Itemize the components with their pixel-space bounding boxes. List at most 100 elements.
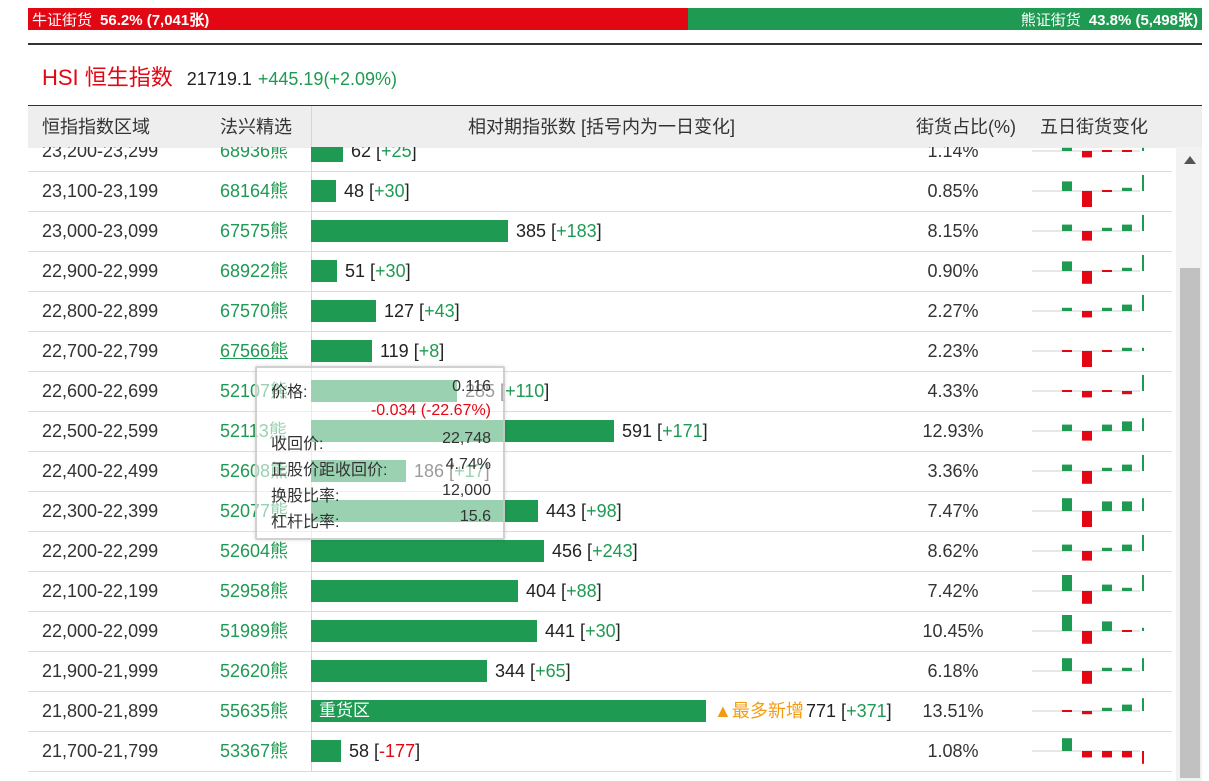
warrant-code-link[interactable]: 51989熊 (220, 621, 289, 641)
warrant-code-link[interactable]: 55635熊 (220, 701, 289, 721)
table-row[interactable]: 22,600-22,69952107熊285 [+110]4.33% (28, 371, 1172, 412)
count-value: 119 (380, 341, 409, 361)
mini-bar (1122, 267, 1132, 271)
table-row[interactable]: 22,300-22,39952077熊443 [+98]7.47% (28, 491, 1172, 532)
scroll-up-arrow-icon[interactable] (1184, 156, 1196, 164)
five-day-mini-chart (1032, 295, 1144, 318)
count-bar[interactable] (311, 540, 544, 562)
mini-bar (1142, 498, 1144, 511)
count-text: 48 [+30] (344, 181, 410, 201)
table-row[interactable]: 22,100-22,199 52958熊 404 [+88] 7.42% (28, 571, 1172, 612)
count-bar[interactable] (311, 620, 537, 642)
warrant-code-link[interactable]: 52958熊 (220, 581, 289, 601)
mini-bar (1062, 224, 1072, 231)
row-range: 21,800-21,899 (42, 701, 159, 721)
day-change-value: +243 (592, 541, 633, 561)
bear-segment: 熊证街货 43.8% (5,498张) (687, 8, 1202, 30)
table-row[interactable]: 21,700-21,799 53367熊 58 [-177] 1.08% (28, 731, 1172, 772)
mini-bar (1142, 751, 1144, 764)
count-value: 456 (552, 541, 583, 561)
warrant-code-link[interactable]: 52604熊 (220, 541, 289, 561)
outstanding-pct: 6.18% (927, 661, 979, 681)
five-day-mini-chart (1032, 418, 1144, 441)
table-row[interactable]: 22,700-22,799 67566熊 119 [+8] 2.23% (28, 331, 1172, 372)
warrant-code-link[interactable]: 68936熊 (220, 147, 289, 161)
count-value: 48 (344, 181, 365, 201)
table-row[interactable]: 23,100-23,199 68164熊 48 [+30] 0.85% (28, 171, 1172, 212)
count-text: 58 [-177] (349, 741, 421, 761)
count-bar[interactable] (311, 340, 372, 362)
table-row[interactable]: 21,900-21,999 52620熊 344 [+65] 6.18% (28, 651, 1172, 692)
count-value: 51 (345, 261, 366, 281)
count-value: 58 (349, 741, 370, 761)
count-bar[interactable] (311, 260, 337, 282)
divider (28, 43, 1202, 45)
warrant-code-link[interactable]: 52620熊 (220, 661, 289, 681)
mini-bar (1142, 575, 1144, 591)
tooltip-key: 正股价距收回价: (271, 462, 388, 479)
outstanding-pct: 12.93% (922, 421, 984, 441)
warrant-code-link[interactable]: 67570熊 (220, 301, 289, 321)
mini-bar (1082, 391, 1092, 398)
mini-bar (1082, 231, 1092, 241)
count-bar[interactable] (311, 580, 518, 602)
warrant-code-link[interactable]: 68164熊 (220, 181, 289, 201)
count-bar[interactable] (311, 220, 508, 242)
table-row[interactable]: 22,200-22,299 52604熊 456 [+243] 8.62% (28, 531, 1172, 572)
mini-bar (1142, 375, 1144, 391)
warrant-code-link[interactable]: 67566熊 (220, 341, 289, 361)
mini-bar (1102, 667, 1112, 671)
table-row[interactable]: 22,900-22,999 68922熊 51 [+30] 0.90% (28, 251, 1172, 292)
warrant-code-link[interactable]: 68922熊 (220, 261, 289, 281)
count-bar[interactable] (311, 180, 336, 202)
mini-bar (1142, 455, 1144, 471)
most-new-tag: ▲最多新增 (714, 701, 804, 721)
five-day-mini-chart (1032, 698, 1144, 715)
mini-bar (1062, 658, 1072, 671)
row-range: 21,700-21,799 (42, 741, 159, 761)
mini-bar (1062, 544, 1072, 551)
table-row[interactable]: 23,200-23,299 68936熊 62 [+25] 1.14% (28, 147, 1172, 172)
table-row[interactable]: 22,400-22,49952608熊186 [+17]3.36% (28, 451, 1172, 492)
mini-bar (1082, 751, 1092, 758)
mini-bar (1142, 535, 1144, 551)
tooltip-value: 0.116 (452, 378, 491, 395)
mini-bar (1082, 271, 1092, 284)
bar-label: 重货区 (319, 701, 370, 720)
count-bar[interactable] (311, 740, 341, 762)
count-bar[interactable] (311, 660, 487, 682)
outstanding-pct: 2.23% (927, 341, 979, 361)
row-range: 22,800-22,899 (42, 301, 159, 321)
mini-bar (1102, 227, 1112, 231)
day-change-value: +65 (535, 661, 566, 681)
five-day-mini-chart (1032, 347, 1144, 367)
count-bar[interactable] (311, 300, 376, 322)
row-range: 23,200-23,299 (42, 147, 159, 161)
warrant-code-link[interactable]: 53367熊 (220, 741, 289, 761)
count-bar[interactable] (311, 147, 343, 162)
tooltip-value: 12,000 (442, 482, 491, 499)
mini-bar (1102, 350, 1112, 352)
table-row[interactable]: 22,000-22,099 51989熊 441 [+30] 10.45% (28, 611, 1172, 652)
mini-bar (1102, 190, 1112, 192)
count-value: 591 (622, 421, 653, 441)
mini-bar (1102, 501, 1112, 511)
count-text: 344 [+65] (495, 661, 571, 681)
table-row[interactable]: 22,500-22,599 52113熊 591 [+171] 12.93% (28, 411, 1172, 452)
mini-bar (1082, 631, 1092, 644)
table-row[interactable]: 23,000-23,099 67575熊 385 [+183] 8.15% (28, 211, 1172, 252)
table-row[interactable]: 22,800-22,899 67570熊 127 [+43] 2.27% (28, 291, 1172, 332)
count-bar[interactable]: 重货区 (311, 700, 706, 722)
scrollbar-thumb[interactable] (1180, 268, 1200, 778)
table-row[interactable]: 21,800-21,899 55635熊 重货区 ▲最多新增 771 [+371] 13.… (28, 691, 1172, 732)
row-range: 22,600-22,699 (42, 381, 159, 401)
count-text: 591 [+171] (622, 421, 708, 441)
day-change-value: +98 (586, 501, 617, 521)
count-text: 119 [+8] (380, 341, 445, 361)
warrant-code-link[interactable]: 67575熊 (220, 221, 289, 241)
day-change-value: +171 (662, 421, 703, 441)
mini-bar (1082, 711, 1092, 715)
header-pct: 街货占比(%) (916, 117, 1016, 137)
five-day-mini-chart (1032, 175, 1144, 207)
count-value: 344 (495, 661, 526, 681)
